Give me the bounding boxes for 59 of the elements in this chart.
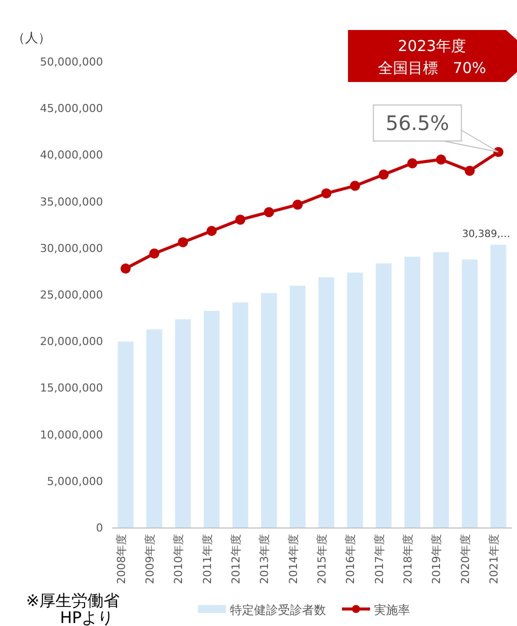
legend-label: 実施率 [374,603,410,617]
y-axis-title: （人） [12,31,51,46]
bar [204,310,220,528]
x-tick-label: 2020年度 [458,534,472,584]
y-tick-label: 10,000,000 [40,428,103,442]
point [350,180,360,191]
bar [118,342,134,528]
x-tick-label: 2009年度 [143,534,156,584]
bar [175,319,191,528]
annotation: 56.5% [386,111,450,135]
bar [433,252,449,528]
bar [261,293,277,528]
x-tick-label: 2018年度 [402,534,415,584]
x-tick-label: 2014年度 [286,534,300,584]
x-tick-label: 2015年度 [315,534,328,584]
bar [376,263,392,528]
data-label: 30,389,… [462,228,510,240]
y-tick-label: 50,000,000 [40,56,103,69]
y-tick-label: 40,000,000 [40,148,103,162]
point [206,226,217,236]
point [407,158,418,168]
legend-label: 特定健診受診者数 [230,603,326,617]
point [264,207,274,218]
x-tick-label: 2011年度 [200,534,214,584]
x-tick-label: 2021年度 [488,534,501,584]
point [235,214,246,225]
bar [232,302,248,528]
point [436,154,446,165]
x-tick-label: 2019年度 [430,534,444,584]
y-tick-label: 25,000,000 [40,288,103,302]
point [178,237,188,248]
x-tick-label: 2008年度 [114,534,128,584]
x-tick-label: 2010年度 [172,534,186,584]
bar [490,244,506,528]
bar [146,329,162,528]
point [292,200,303,210]
point [321,188,332,198]
x-tick-label: 2016年度 [344,534,358,584]
point [464,166,475,176]
bar [318,277,334,528]
annotation: 2023年度全国目標 70% [378,37,486,77]
bar [290,286,306,528]
y-tick-label: 45,000,000 [40,102,103,116]
x-tick-label: 2013年度 [258,534,272,584]
point [378,170,389,180]
point [149,248,160,259]
y-tick-label: 30,000,000 [40,242,103,255]
text: ※厚生労働省HPより [26,591,120,626]
bar [404,256,420,528]
y-tick-label: 15,000,000 [40,382,103,395]
y-tick-label: 35,000,000 [40,195,103,208]
y-tick-label: 5,000,000 [47,474,103,488]
y-tick-label: 0 [96,522,103,535]
point [120,264,131,274]
x-tick-label: 2017年度 [372,534,386,584]
y-tick-label: 20,000,000 [40,335,103,348]
bar [347,272,363,528]
x-tick-label: 2012年度 [229,534,242,584]
bar [462,260,478,528]
